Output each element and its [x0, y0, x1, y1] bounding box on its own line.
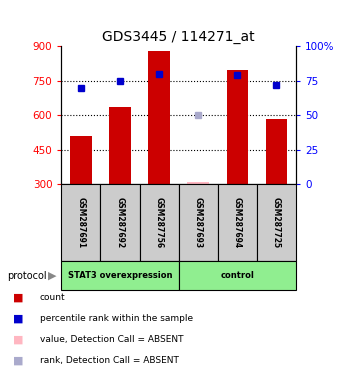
Text: GSM287756: GSM287756: [155, 197, 164, 248]
Text: GSM287692: GSM287692: [116, 197, 125, 248]
Text: value, Detection Call = ABSENT: value, Detection Call = ABSENT: [40, 335, 183, 344]
Text: GSM287694: GSM287694: [233, 197, 242, 248]
Text: control: control: [221, 271, 254, 280]
Bar: [187, 182, 209, 184]
Text: count: count: [40, 293, 65, 302]
Bar: [109, 107, 131, 184]
Bar: [227, 70, 248, 184]
Text: GSM287693: GSM287693: [194, 197, 203, 248]
Bar: [148, 51, 170, 184]
Title: GDS3445 / 114271_at: GDS3445 / 114271_at: [103, 30, 255, 44]
Text: percentile rank within the sample: percentile rank within the sample: [40, 314, 193, 323]
Text: ■: ■: [13, 314, 23, 324]
Text: ■: ■: [13, 293, 23, 303]
Text: ▶: ▶: [48, 270, 57, 281]
Bar: [266, 119, 287, 184]
Text: ■: ■: [13, 356, 23, 366]
Text: STAT3 overexpression: STAT3 overexpression: [68, 271, 172, 280]
Text: protocol: protocol: [7, 270, 47, 281]
Text: GSM287691: GSM287691: [77, 197, 86, 248]
Text: rank, Detection Call = ABSENT: rank, Detection Call = ABSENT: [40, 356, 179, 366]
Text: ■: ■: [13, 335, 23, 345]
Bar: [70, 136, 92, 184]
Text: GSM287725: GSM287725: [272, 197, 281, 248]
